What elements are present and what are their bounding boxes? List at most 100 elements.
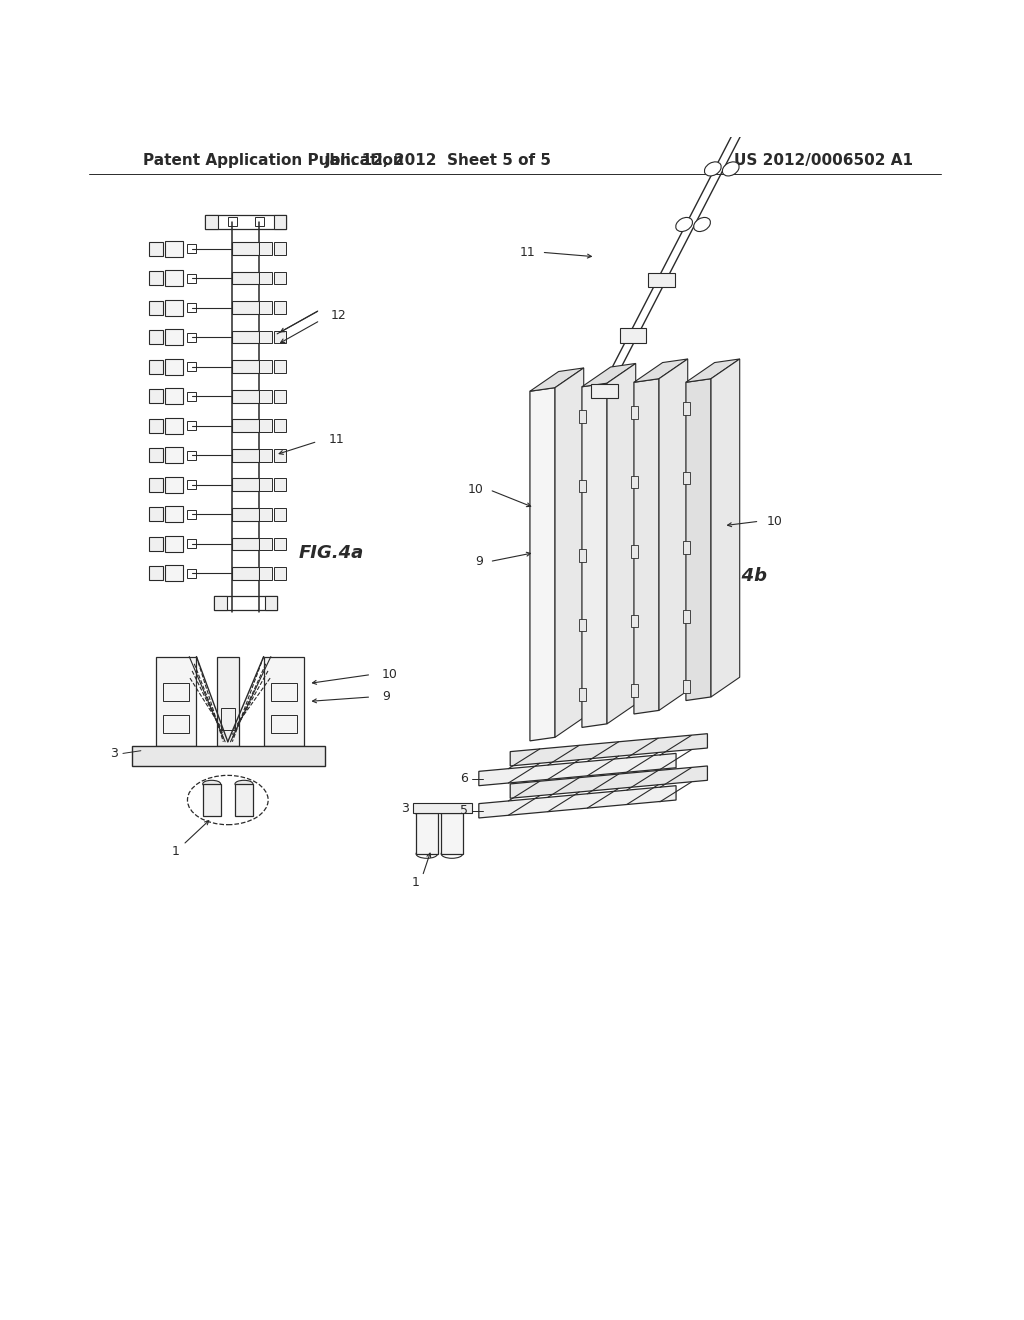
Bar <box>187 450 197 459</box>
Bar <box>273 420 286 432</box>
Bar <box>273 360 286 374</box>
Polygon shape <box>555 368 584 738</box>
Bar <box>148 566 163 581</box>
Bar <box>165 536 183 552</box>
Bar <box>648 273 675 288</box>
Bar <box>187 510 197 519</box>
Bar <box>148 507 163 521</box>
Bar <box>148 389 163 404</box>
Text: 10: 10 <box>467 483 483 496</box>
Bar <box>165 300 183 315</box>
Bar <box>148 447 163 462</box>
Bar <box>165 506 183 523</box>
Bar <box>163 684 189 701</box>
Text: 3: 3 <box>111 747 119 760</box>
Bar <box>683 610 690 623</box>
Bar <box>270 684 297 701</box>
Bar <box>165 359 183 375</box>
Bar <box>203 784 220 816</box>
Ellipse shape <box>203 780 220 788</box>
Bar <box>232 449 259 462</box>
Ellipse shape <box>693 218 711 231</box>
Bar <box>165 240 183 257</box>
Bar <box>232 331 259 343</box>
Bar <box>165 477 183 492</box>
Bar <box>259 360 271 374</box>
Bar <box>148 418 163 433</box>
Bar <box>259 243 271 255</box>
Bar <box>232 360 259 374</box>
Ellipse shape <box>751 107 768 120</box>
Bar <box>273 243 286 255</box>
Bar <box>165 329 183 346</box>
Ellipse shape <box>733 107 750 120</box>
Bar <box>214 595 278 610</box>
Text: Jan. 12, 2012  Sheet 5 of 5: Jan. 12, 2012 Sheet 5 of 5 <box>325 153 552 169</box>
Ellipse shape <box>441 849 463 858</box>
Text: FIG.4b: FIG.4b <box>701 566 767 585</box>
Ellipse shape <box>714 0 733 7</box>
Text: 6: 6 <box>460 772 468 785</box>
Bar <box>214 595 227 610</box>
Bar <box>165 388 183 404</box>
Text: 1: 1 <box>412 876 420 888</box>
Bar <box>273 389 286 403</box>
Bar <box>148 359 163 374</box>
Bar <box>259 301 271 314</box>
Bar <box>259 537 271 550</box>
Bar <box>232 537 259 550</box>
Text: 3: 3 <box>401 801 409 814</box>
Ellipse shape <box>441 809 463 818</box>
Polygon shape <box>686 379 711 701</box>
Ellipse shape <box>683 38 699 57</box>
Bar <box>273 272 286 285</box>
Bar <box>187 362 197 371</box>
Text: 11: 11 <box>329 433 345 446</box>
Bar <box>273 537 286 550</box>
Ellipse shape <box>685 69 701 87</box>
Text: 12: 12 <box>331 309 347 322</box>
Bar <box>259 508 271 520</box>
Text: 5: 5 <box>460 804 468 817</box>
Polygon shape <box>479 785 676 818</box>
Ellipse shape <box>676 218 692 231</box>
Bar <box>148 330 163 345</box>
Polygon shape <box>607 363 636 723</box>
Bar <box>631 475 638 488</box>
Ellipse shape <box>187 775 268 825</box>
Bar <box>580 619 587 631</box>
Bar <box>232 243 259 255</box>
Ellipse shape <box>674 90 690 108</box>
Bar <box>259 389 271 403</box>
Bar <box>259 331 271 343</box>
Ellipse shape <box>708 26 724 44</box>
Bar <box>187 304 197 313</box>
Text: 9: 9 <box>382 690 390 704</box>
Bar <box>273 449 286 462</box>
Polygon shape <box>686 359 739 383</box>
Text: 9: 9 <box>475 556 483 568</box>
Ellipse shape <box>649 103 666 120</box>
Bar <box>232 508 259 520</box>
Polygon shape <box>510 734 708 766</box>
Bar <box>187 540 197 548</box>
Ellipse shape <box>722 162 739 176</box>
Bar <box>232 478 259 491</box>
Ellipse shape <box>416 849 437 858</box>
Bar <box>580 549 587 562</box>
Polygon shape <box>582 383 607 727</box>
Bar <box>631 407 638 418</box>
Bar <box>591 384 617 399</box>
Bar <box>156 656 197 746</box>
Polygon shape <box>634 359 688 383</box>
Bar <box>227 218 237 226</box>
Bar <box>148 271 163 285</box>
Ellipse shape <box>416 809 437 818</box>
Bar <box>220 708 234 730</box>
Bar <box>580 688 587 701</box>
Text: 11: 11 <box>519 246 536 259</box>
Text: 10: 10 <box>382 668 398 681</box>
Bar <box>631 615 638 627</box>
Polygon shape <box>711 359 739 697</box>
Bar <box>165 271 183 286</box>
